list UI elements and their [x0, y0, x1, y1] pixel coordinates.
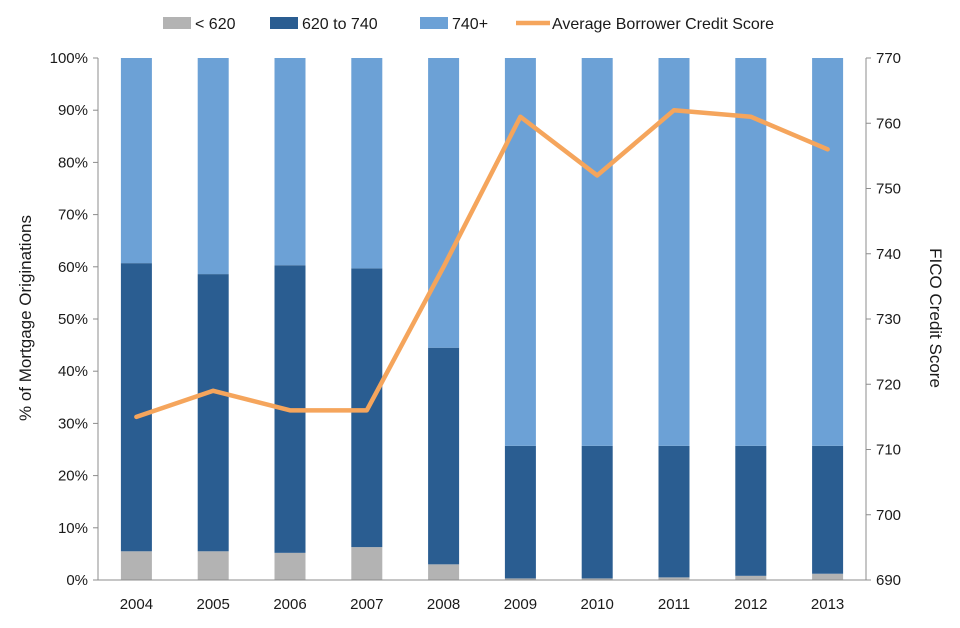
bar-segment-3-2005: [197, 58, 229, 275]
bar-segment-2-2008: [428, 347, 460, 565]
y-tick-label: 90%: [58, 102, 88, 119]
y-tick-label: 80%: [58, 154, 88, 171]
bar-segment-3-2007: [351, 58, 383, 269]
bar-segment-3-2006: [274, 58, 306, 266]
y-tick-label: 70%: [58, 207, 88, 224]
legend-label: 620 to 740: [302, 16, 378, 33]
right-axis: 690 700 710 720 730 740 750 760 770: [865, 50, 901, 589]
bar-segment-1-2013: [812, 573, 844, 580]
x-tick-label: 2005: [197, 596, 230, 613]
legend-label: < 620: [195, 16, 236, 33]
bar-segment-3-2004: [120, 58, 152, 264]
x-tick-label: 2007: [350, 596, 383, 613]
bar-series: [120, 58, 844, 580]
bar-segment-2-2012: [735, 445, 767, 576]
y-tick-label: 60%: [58, 259, 88, 276]
y-tick-label: 10%: [58, 520, 88, 537]
x-tick-label: 2009: [504, 596, 537, 613]
left-axis: 0% 10% 20% 30% 40% 50% 60% 70% 80% 90% 100%: [50, 50, 99, 589]
bar-segment-1-2005: [197, 551, 229, 580]
y-axis-title: % of Mortgage Originations: [16, 215, 35, 421]
legend-swatch: [420, 17, 448, 29]
bar-segment-1-2012: [735, 575, 767, 580]
line-series: [134, 107, 830, 420]
legend-swatch: [163, 17, 191, 29]
y2-tick-label: 770: [876, 50, 901, 67]
bar-segment-2-2009: [504, 445, 536, 579]
bar-segment-2-2004: [120, 263, 152, 552]
bar-segment-1-2009: [504, 578, 536, 580]
bar-segment-3-2010: [581, 58, 613, 446]
bar-segment-1-2004: [120, 551, 152, 580]
y-tick-label: 20%: [58, 468, 88, 485]
x-tick-label: 2010: [581, 596, 614, 613]
y2-tick-label: 730: [876, 311, 901, 328]
x-tick-label: 2004: [120, 596, 153, 613]
y2-axis-title: FICO Credit Score: [926, 248, 945, 388]
y-tick-label: 100%: [50, 50, 88, 67]
x-tick-label: 2008: [427, 596, 460, 613]
bar-segment-3-2013: [812, 58, 844, 446]
y2-tick-label: 710: [876, 442, 901, 459]
bar-segment-1-2008: [428, 564, 460, 580]
bar-segment-2-2010: [581, 445, 613, 579]
credit-score-line: [134, 107, 830, 420]
y2-tick-label: 760: [876, 115, 901, 132]
y2-tick-label: 720: [876, 376, 901, 393]
y2-tick-label: 750: [876, 181, 901, 198]
bar-segment-1-2007: [351, 547, 383, 580]
legend-label: 740+: [452, 16, 488, 33]
bar-segment-2-2013: [812, 445, 844, 574]
bar-segment-3-2008: [428, 58, 460, 348]
y-tick-label: 30%: [58, 415, 88, 432]
y-tick-label: 0%: [66, 572, 88, 589]
bar-segment-2-2005: [197, 274, 229, 552]
bar-segment-3-2011: [658, 58, 690, 446]
bar-segment-1-2011: [658, 577, 690, 580]
bar-segment-2-2011: [658, 445, 690, 578]
bar-segment-1-2010: [581, 578, 613, 580]
legend: < 620 620 to 740 740+ Average Borrower Cred…: [163, 16, 774, 33]
legend-swatch: [270, 17, 298, 29]
x-tick-label: 2006: [273, 596, 306, 613]
y-tick-label: 50%: [58, 311, 88, 328]
legend-label: Average Borrower Credit Score: [552, 16, 774, 33]
legend-item-2: 620 to 740: [270, 16, 378, 33]
x-tick-label: 2011: [658, 596, 690, 613]
legend-item-3: 740+: [420, 16, 488, 33]
y-tick-label: 40%: [58, 363, 88, 380]
y2-tick-label: 700: [876, 507, 901, 524]
y2-tick-label: 690: [876, 572, 901, 589]
x-tick-label: 2013: [811, 596, 844, 613]
x-axis: 2004 2005 2006 2007 2008 2009 2010 2011 2012 2013: [98, 579, 866, 613]
legend-item-4: Average Borrower Credit Score: [516, 16, 774, 33]
y2-tick-label: 740: [876, 246, 901, 263]
bar-segment-1-2006: [274, 552, 306, 580]
x-tick-label: 2012: [734, 596, 767, 613]
legend-item-1: < 620: [163, 16, 236, 33]
